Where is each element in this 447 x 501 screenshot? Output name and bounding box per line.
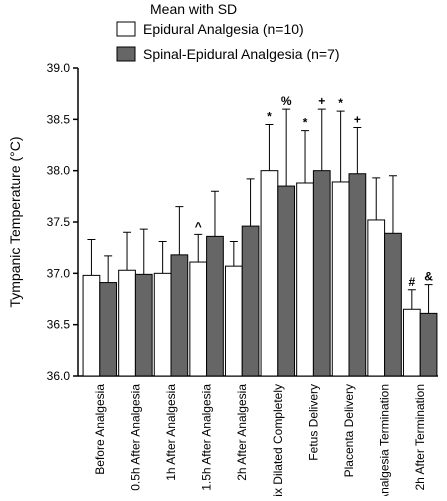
error-bar bbox=[317, 108, 326, 171]
bar bbox=[296, 182, 314, 377]
error-bar bbox=[229, 241, 238, 267]
bar bbox=[277, 185, 296, 377]
error-bar bbox=[424, 284, 433, 314]
annotation: * bbox=[303, 116, 308, 130]
error-bar bbox=[388, 175, 397, 234]
bar bbox=[241, 225, 260, 377]
x-tick-label: 1h After Analgesia bbox=[164, 384, 178, 481]
error-bar bbox=[194, 233, 203, 263]
x-tick-label: Before Analgesia bbox=[93, 384, 107, 475]
annotation: & bbox=[424, 270, 433, 284]
x-tick-label: 2h After Termination bbox=[413, 384, 427, 491]
error-bar bbox=[104, 255, 113, 283]
bar bbox=[312, 170, 331, 377]
x-tick-label: 2h After Analgesia bbox=[235, 384, 249, 481]
x-tick-label: Cervix Dilated Completely bbox=[271, 384, 285, 496]
annotation: ^ bbox=[195, 219, 202, 233]
legend-title: Mean with SD bbox=[150, 1, 237, 17]
y-tick-label: 37.0 bbox=[47, 266, 71, 280]
x-tick-label: Analgesia Termination bbox=[378, 384, 392, 496]
error-bar bbox=[175, 206, 184, 255]
y-tick-label: 36.0 bbox=[47, 369, 71, 383]
y-tick-label: 36.5 bbox=[47, 318, 71, 332]
bar bbox=[134, 273, 153, 377]
x-tick-label: 1.5h After Analgesia bbox=[200, 384, 214, 491]
error-bar bbox=[158, 241, 167, 274]
annotation: # bbox=[408, 275, 415, 289]
annotation: * bbox=[267, 109, 272, 123]
bar bbox=[402, 308, 421, 377]
bar bbox=[224, 265, 243, 377]
x-tick-label: Placenta Delivery bbox=[342, 384, 356, 477]
y-axis-label: Tympanic Temperature (°C) bbox=[7, 136, 23, 307]
bar bbox=[82, 274, 101, 377]
y-tick-label: 39.0 bbox=[47, 61, 71, 75]
x-tick-label: Fetus Delivery bbox=[306, 384, 320, 461]
y-tick-label: 38.5 bbox=[47, 112, 71, 126]
legend-label: Spinal-Epidural Analgesia (n=7) bbox=[143, 46, 340, 62]
bar bbox=[384, 232, 402, 377]
error-bar bbox=[87, 238, 96, 276]
bar bbox=[367, 219, 386, 377]
error-bar bbox=[407, 289, 416, 310]
error-bar bbox=[123, 231, 132, 271]
bar bbox=[189, 261, 208, 377]
error-bar bbox=[246, 178, 255, 227]
legend-label: Epidural Analgesia (n=10) bbox=[143, 21, 304, 37]
error-bar bbox=[265, 123, 274, 171]
bar bbox=[348, 173, 367, 377]
x-tick-label: 0.5h After Analgesia bbox=[128, 384, 142, 491]
y-tick-label: 37.5 bbox=[47, 215, 71, 229]
y-tick-label: 38.0 bbox=[47, 164, 71, 178]
annotation: * bbox=[338, 96, 343, 110]
bar bbox=[260, 170, 279, 377]
legend-swatch bbox=[116, 46, 136, 62]
error-bar bbox=[210, 190, 219, 237]
error-bar bbox=[139, 228, 148, 275]
error-bar bbox=[282, 108, 291, 187]
error-bar bbox=[372, 177, 381, 220]
bar bbox=[99, 282, 118, 377]
bar bbox=[153, 272, 172, 377]
bar bbox=[206, 235, 224, 377]
annotation: + bbox=[318, 94, 325, 108]
legend-swatch bbox=[116, 21, 136, 37]
bar bbox=[331, 181, 350, 377]
annotation: + bbox=[354, 113, 361, 127]
error-bar bbox=[336, 110, 345, 182]
bar bbox=[170, 254, 189, 377]
error-bar bbox=[353, 127, 362, 174]
annotation: % bbox=[281, 94, 292, 108]
bar bbox=[118, 269, 136, 377]
bar bbox=[419, 312, 438, 377]
error-bar bbox=[301, 130, 310, 183]
